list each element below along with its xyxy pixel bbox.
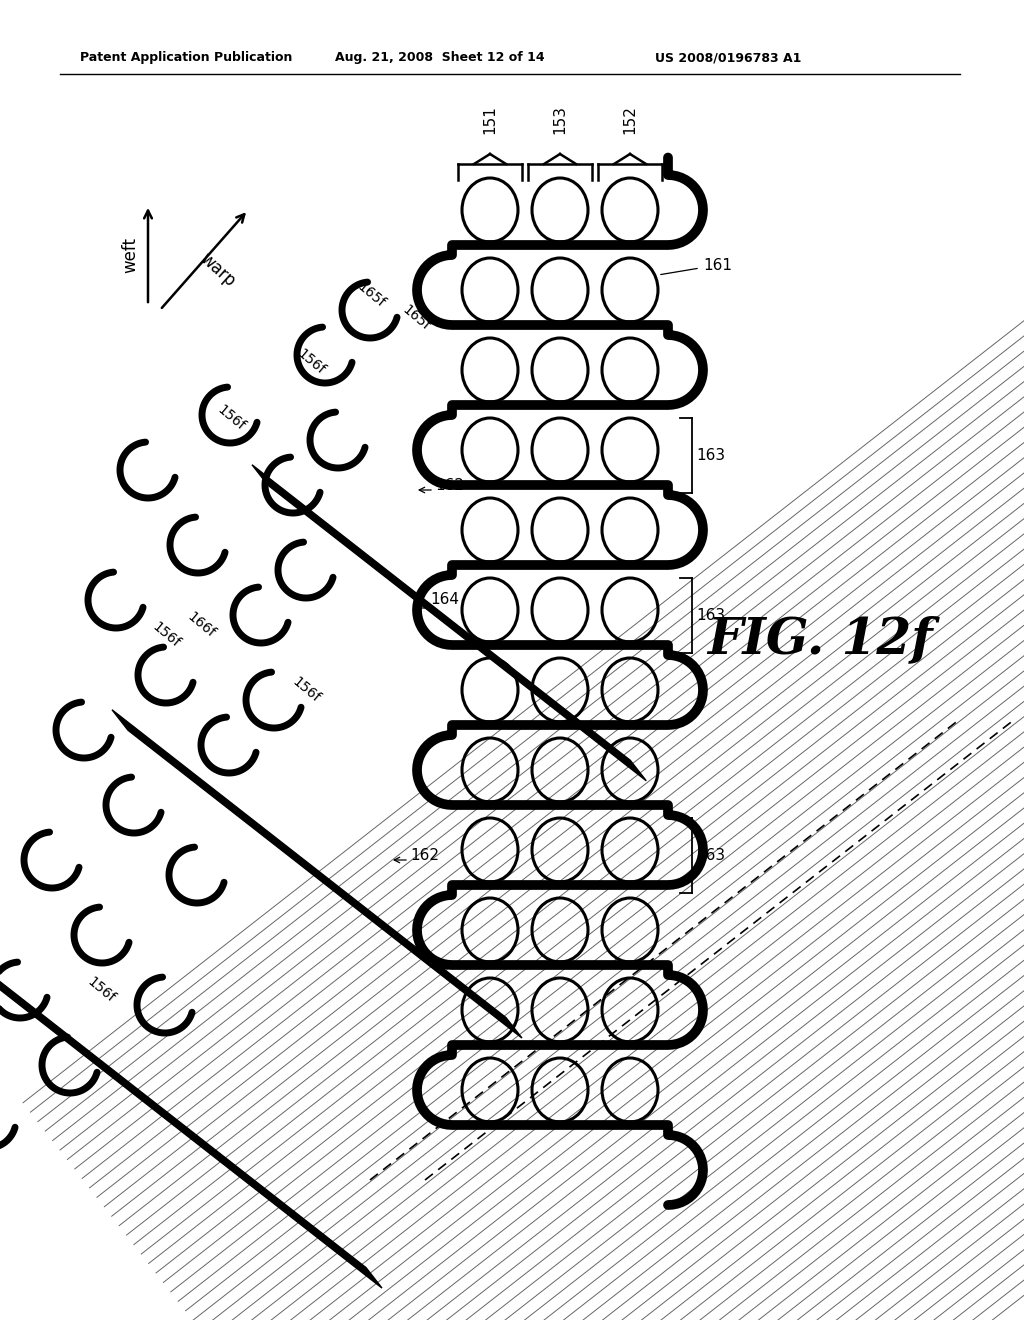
Text: 156f: 156f — [215, 403, 248, 433]
Text: 165f: 165f — [355, 280, 388, 310]
Text: 161: 161 — [703, 257, 732, 272]
Polygon shape — [252, 465, 646, 780]
Text: weft: weft — [121, 238, 139, 273]
Text: 152: 152 — [623, 106, 638, 135]
Text: 163: 163 — [696, 447, 725, 462]
Text: 153: 153 — [553, 106, 567, 135]
Text: 162: 162 — [435, 478, 464, 492]
Text: 156f: 156f — [295, 347, 328, 378]
Text: warp: warp — [197, 249, 240, 290]
Polygon shape — [112, 710, 522, 1038]
Text: 163: 163 — [696, 607, 725, 623]
Text: 156f: 156f — [290, 675, 324, 705]
Text: Aug. 21, 2008  Sheet 12 of 14: Aug. 21, 2008 Sheet 12 of 14 — [335, 51, 545, 65]
Text: US 2008/0196783 A1: US 2008/0196783 A1 — [655, 51, 802, 65]
Text: 165f: 165f — [400, 302, 433, 334]
Polygon shape — [0, 960, 382, 1288]
Text: 156f: 156f — [150, 619, 183, 651]
Text: FIG. 12f: FIG. 12f — [708, 615, 933, 664]
Text: 166f: 166f — [185, 610, 218, 640]
Text: 162: 162 — [410, 847, 439, 862]
Text: Patent Application Publication: Patent Application Publication — [80, 51, 293, 65]
Text: 156f: 156f — [85, 974, 118, 1006]
Text: 164: 164 — [430, 593, 459, 607]
Text: 151: 151 — [482, 106, 498, 135]
Text: 163: 163 — [696, 847, 725, 862]
